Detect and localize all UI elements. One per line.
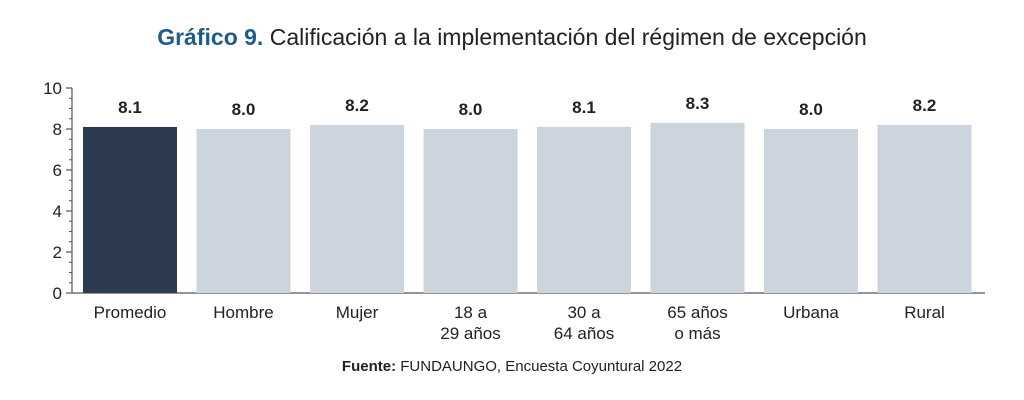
y-tick-label: 2 xyxy=(53,243,62,262)
bar-chart: 0 2 4 6 8 10 8.1 Promedio 8.0 Hombre 8.2 Mujer 8.0 18… xyxy=(43,79,985,343)
chart-title-text: Calificación a la implementación del rég… xyxy=(269,24,867,50)
source-note: Fuente: FUNDAUNGO, Encuesta Coyuntural 2… xyxy=(0,358,1024,375)
data-label: 8.2 xyxy=(345,96,369,115)
bar xyxy=(423,129,518,293)
x-tick-label: Mujer xyxy=(336,303,379,322)
bar xyxy=(764,129,858,293)
chart-title-prefix: Gráfico 9. xyxy=(157,24,264,50)
y-tick-label: 6 xyxy=(53,161,62,180)
x-tick-label: 64 años xyxy=(554,324,615,343)
x-tick-label: 30 a xyxy=(567,303,601,322)
data-label: 8.2 xyxy=(913,96,937,115)
x-tick-label: Promedio xyxy=(94,303,167,322)
source-label: Fuente: xyxy=(341,358,397,375)
y-tick-label: 0 xyxy=(53,284,62,303)
bar xyxy=(877,124,972,294)
x-tick-label: 65 años xyxy=(667,303,728,322)
data-label: 8.1 xyxy=(118,98,142,117)
data-label: 8.0 xyxy=(459,100,483,119)
x-tick-label: Hombre xyxy=(213,303,273,322)
y-tick-label: 8 xyxy=(53,120,62,139)
y-tick-label: 10 xyxy=(43,79,62,98)
source-text: FUNDAUNGO, Encuesta Coyuntural 2022 xyxy=(400,358,683,375)
data-label: 8.1 xyxy=(572,98,596,117)
x-tick-label: Urbana xyxy=(783,303,839,322)
y-tick-label: 4 xyxy=(53,202,62,221)
x-tick-label: o más xyxy=(674,324,720,343)
x-tick-label: 18 a xyxy=(454,303,488,322)
bar xyxy=(196,129,291,293)
x-tick-label: 29 años xyxy=(440,324,501,343)
bar xyxy=(83,126,177,293)
data-label: 8.3 xyxy=(686,94,710,113)
chart-title: Gráfico 9. Calificación a la implementac… xyxy=(0,24,1024,51)
x-tick-label: Rural xyxy=(904,303,945,322)
bar xyxy=(310,124,404,294)
data-label: 8.0 xyxy=(799,100,823,119)
bar xyxy=(650,122,745,293)
data-label: 8.0 xyxy=(232,100,256,119)
bar xyxy=(537,126,631,293)
